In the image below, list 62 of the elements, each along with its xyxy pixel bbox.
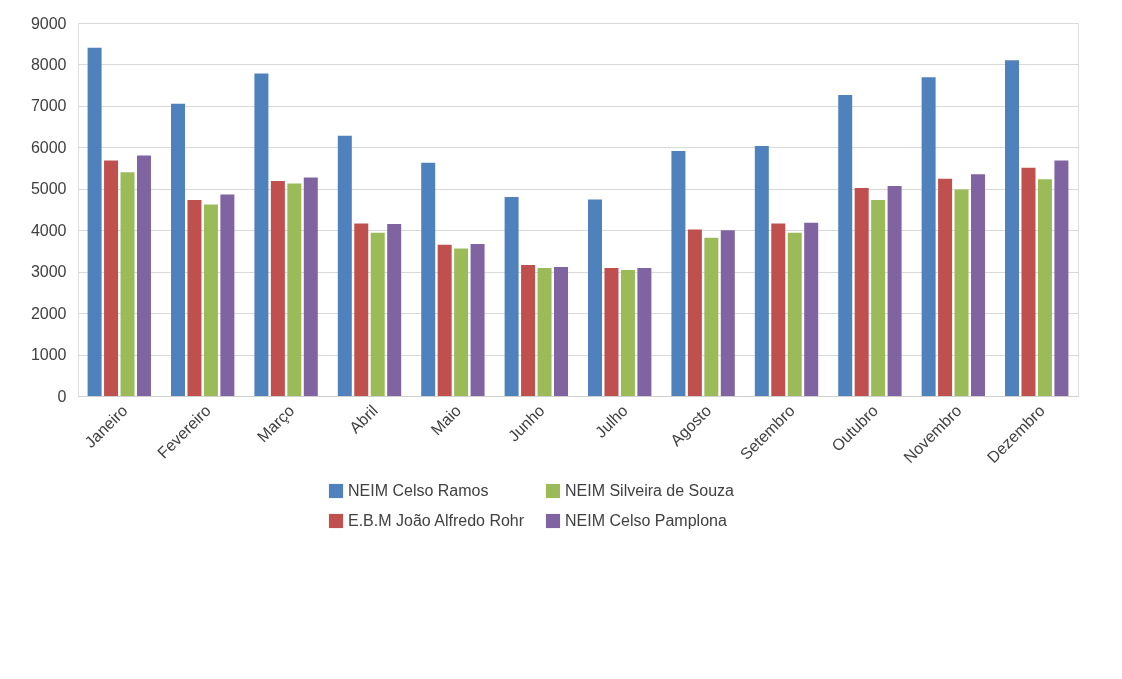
bar — [704, 237, 719, 396]
bar — [470, 243, 485, 396]
bar — [854, 187, 869, 396]
bar — [637, 267, 652, 396]
bar — [203, 204, 218, 396]
y-tick-label: 0 — [57, 387, 67, 405]
bar — [620, 270, 635, 396]
bar — [387, 224, 402, 396]
y-tick-label: 6000 — [30, 138, 67, 156]
bar — [354, 223, 369, 396]
bar — [120, 172, 135, 396]
legend-label: NEIM Silveira de Souza — [565, 482, 735, 499]
bar — [1037, 179, 1052, 396]
bar — [553, 267, 568, 396]
y-tick-label: 9000 — [30, 14, 67, 32]
bar — [437, 244, 452, 396]
bar — [787, 232, 802, 396]
bar — [671, 151, 686, 396]
bar — [1005, 60, 1020, 396]
y-tick-label: 7000 — [30, 97, 67, 115]
bar — [771, 223, 786, 396]
bar — [871, 199, 886, 396]
bar — [754, 146, 769, 396]
bar — [287, 183, 302, 396]
bar — [421, 162, 436, 396]
bar — [887, 185, 902, 396]
bar — [588, 199, 603, 396]
bar — [303, 177, 318, 396]
bar — [270, 180, 285, 396]
bar — [1021, 167, 1036, 396]
bar — [521, 265, 536, 396]
legend-label: NEIM Celso Pamplona — [565, 512, 727, 529]
bar — [187, 199, 202, 396]
bar — [254, 73, 269, 396]
bar — [504, 197, 519, 396]
bar — [370, 232, 385, 396]
bar — [1054, 160, 1069, 396]
bar — [804, 222, 819, 396]
y-tick-label: 8000 — [30, 55, 67, 73]
bar — [938, 178, 953, 396]
y-tick-label: 4000 — [30, 221, 67, 239]
bar — [954, 189, 969, 396]
bar — [921, 77, 936, 396]
y-tick-label: 2000 — [30, 304, 67, 322]
y-tick-label: 3000 — [30, 263, 67, 281]
bar — [454, 248, 469, 396]
bar — [687, 229, 702, 396]
bar — [537, 267, 552, 396]
bar — [104, 160, 119, 396]
y-tick-label: 5000 — [30, 180, 67, 198]
bar — [136, 155, 151, 396]
bar — [971, 174, 985, 396]
bar — [838, 95, 853, 396]
legend-label: NEIM Celso Ramos — [348, 482, 489, 499]
bar — [604, 267, 619, 396]
bar — [337, 135, 352, 396]
bar — [171, 103, 185, 396]
y-tick-label: 1000 — [30, 346, 67, 364]
bar — [720, 230, 735, 396]
legend-label: E.B.M João Alfredo Rohr — [348, 512, 525, 529]
bar — [220, 194, 235, 396]
bar — [87, 47, 102, 396]
